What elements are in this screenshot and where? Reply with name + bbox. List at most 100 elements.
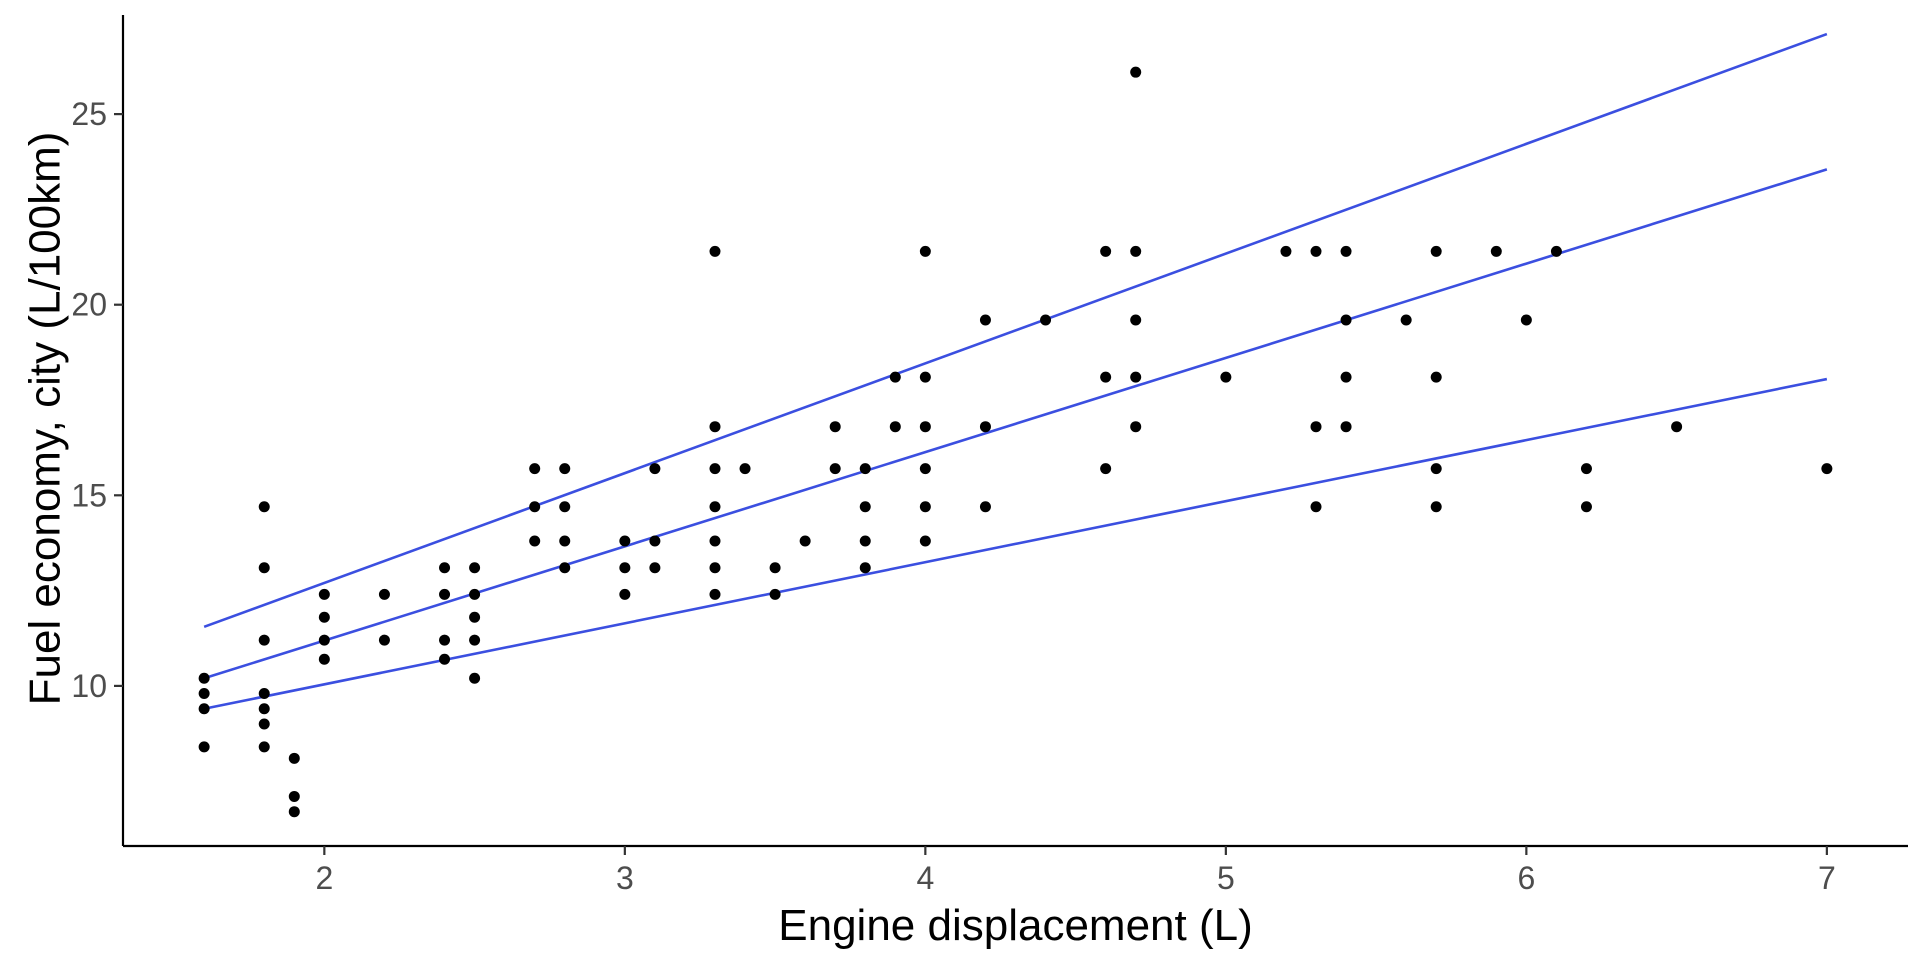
data-point [198, 672, 210, 684]
y-tick-label: 10 [71, 668, 107, 704]
data-point [439, 653, 451, 665]
data-point [619, 588, 631, 600]
data-point [1130, 66, 1142, 78]
data-point [889, 421, 901, 433]
x-tick-label: 3 [616, 860, 634, 896]
data-point [258, 501, 270, 513]
data-point [709, 501, 721, 513]
data-point [258, 703, 270, 715]
data-point [1430, 371, 1442, 383]
data-point [709, 535, 721, 547]
y-axis-ticks: 10 15 20 25 [71, 96, 123, 704]
data-point [258, 634, 270, 646]
data-point [1100, 245, 1112, 257]
data-point [829, 463, 841, 475]
data-point [1340, 421, 1352, 433]
data-point [439, 588, 451, 600]
y-tick-label: 15 [71, 477, 107, 513]
data-point [1100, 371, 1112, 383]
y-axis-title: Fuel economy, city (L/100km) [21, 132, 70, 706]
quantile-line [203, 32, 1828, 629]
y-tick-label: 25 [71, 96, 107, 132]
data-point [1220, 371, 1232, 383]
data-point [378, 634, 390, 646]
data-point [709, 463, 721, 475]
data-point [559, 562, 571, 574]
data-point [1580, 463, 1592, 475]
data-point [919, 463, 931, 475]
data-point [318, 634, 330, 646]
data-point [288, 790, 300, 802]
data-point [258, 688, 270, 700]
data-point [859, 562, 871, 574]
data-point [919, 501, 931, 513]
data-point [619, 562, 631, 574]
data-point [318, 588, 330, 600]
data-point [1430, 245, 1442, 257]
data-point [919, 245, 931, 257]
data-point [649, 535, 661, 547]
data-point [559, 535, 571, 547]
data-point [529, 535, 541, 547]
data-point [919, 421, 931, 433]
data-point [469, 562, 481, 574]
data-point [1130, 421, 1142, 433]
data-point [1550, 245, 1562, 257]
data-point [1280, 245, 1292, 257]
y-tick-label: 20 [71, 287, 107, 323]
data-point [1430, 463, 1442, 475]
data-point [258, 741, 270, 753]
data-point [1671, 421, 1683, 433]
data-point [649, 562, 661, 574]
data-point [439, 562, 451, 574]
x-tick-label: 4 [916, 860, 934, 896]
data-point [469, 611, 481, 623]
data-point [378, 588, 390, 600]
data-point [799, 535, 811, 547]
data-point [919, 371, 931, 383]
data-point [198, 688, 210, 700]
data-point [619, 535, 631, 547]
data-point [198, 741, 210, 753]
data-point [979, 314, 991, 326]
data-point [1040, 314, 1052, 326]
x-axis-title: Engine displacement (L) [778, 901, 1252, 950]
data-point [258, 562, 270, 574]
data-point [1310, 245, 1322, 257]
data-point [1580, 501, 1592, 513]
data-point [1400, 314, 1412, 326]
x-tick-label: 7 [1818, 860, 1836, 896]
data-point [1310, 421, 1322, 433]
data-point [1340, 371, 1352, 383]
data-point [739, 463, 751, 475]
x-axis-ticks: 2 3 4 5 6 7 [315, 846, 1836, 896]
quantile-line [203, 168, 1828, 680]
data-point [198, 703, 210, 715]
data-point [529, 463, 541, 475]
data-point [889, 371, 901, 383]
data-point [318, 611, 330, 623]
data-points [198, 66, 1833, 818]
data-point [288, 752, 300, 764]
data-point [649, 463, 661, 475]
data-point [1130, 314, 1142, 326]
x-tick-label: 6 [1517, 860, 1535, 896]
data-point [709, 421, 721, 433]
data-point [1130, 371, 1142, 383]
quantile-line [203, 377, 1828, 711]
x-tick-label: 5 [1217, 860, 1235, 896]
data-point [1340, 314, 1352, 326]
data-point [1430, 501, 1442, 513]
data-point [469, 672, 481, 684]
data-point [258, 718, 270, 730]
data-point [1490, 245, 1502, 257]
data-point [559, 501, 571, 513]
data-point [979, 501, 991, 513]
data-point [1310, 501, 1322, 513]
data-point [559, 463, 571, 475]
data-point [919, 535, 931, 547]
data-point [1821, 463, 1833, 475]
data-point [1520, 314, 1532, 326]
data-point [769, 588, 781, 600]
